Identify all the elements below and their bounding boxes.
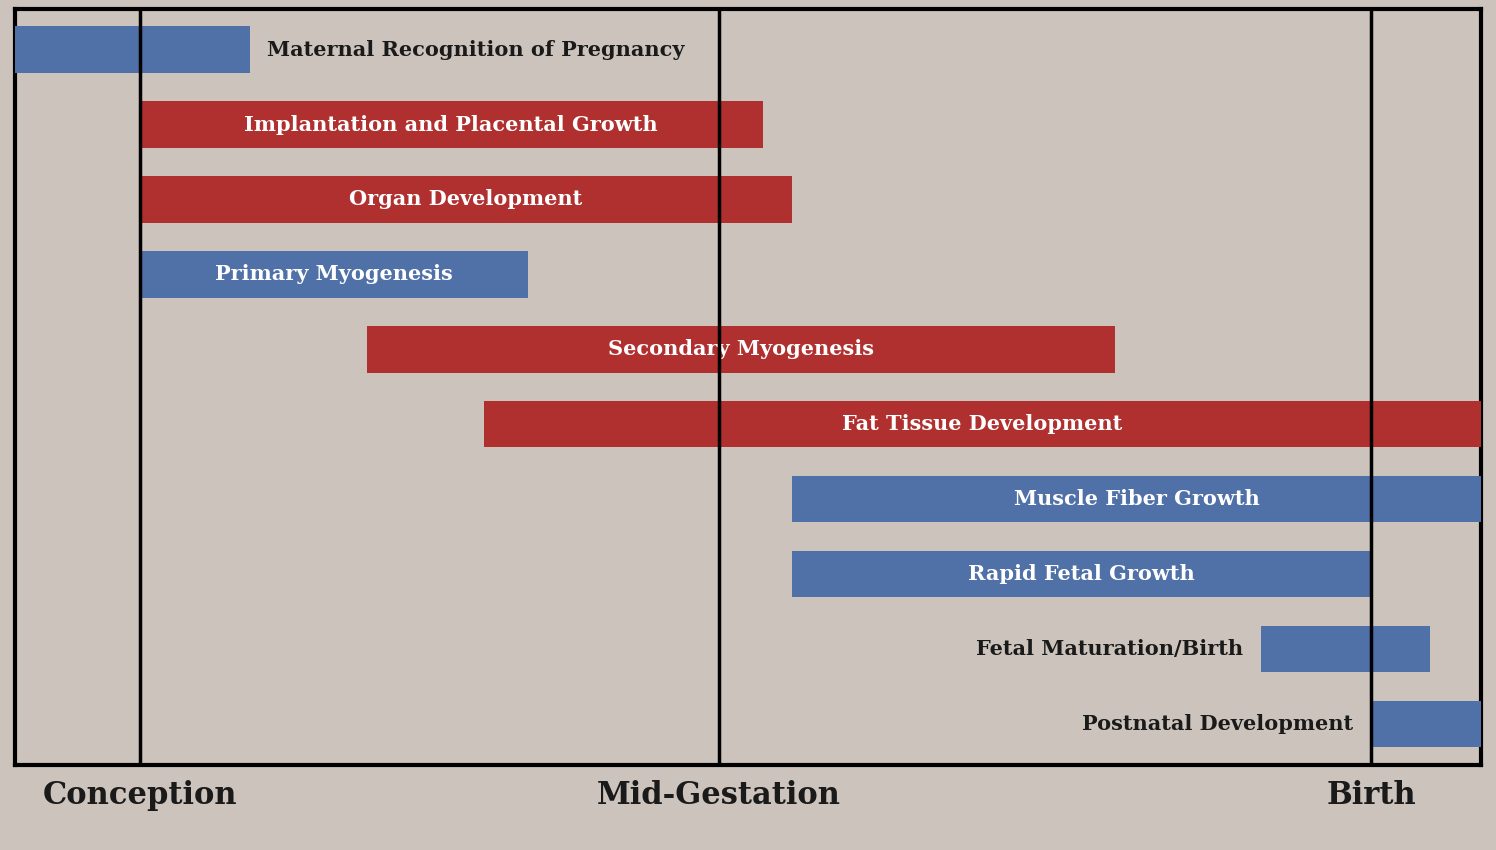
Text: Implantation and Placental Growth: Implantation and Placental Growth — [244, 115, 658, 134]
Bar — [15, 26, 250, 73]
Bar — [791, 476, 1481, 522]
Bar — [485, 401, 1481, 447]
Text: Maternal Recognition of Pregnancy: Maternal Recognition of Pregnancy — [268, 40, 685, 60]
Bar — [367, 326, 1115, 372]
Bar — [139, 252, 528, 298]
Text: Fat Tissue Development: Fat Tissue Development — [842, 414, 1122, 434]
Text: Birth: Birth — [1327, 780, 1415, 811]
Bar — [791, 551, 1370, 598]
Text: Conception: Conception — [42, 780, 236, 811]
Text: Primary Myogenesis: Primary Myogenesis — [215, 264, 453, 285]
Text: Postnatal Development: Postnatal Development — [1083, 714, 1354, 734]
Bar — [139, 101, 763, 148]
Bar — [1261, 626, 1430, 672]
Text: Secondary Myogenesis: Secondary Myogenesis — [607, 339, 874, 360]
Text: Mid-Gestation: Mid-Gestation — [597, 780, 841, 811]
Text: Rapid Fetal Growth: Rapid Fetal Growth — [968, 564, 1195, 584]
Bar — [139, 176, 791, 223]
Text: Muscle Fiber Growth: Muscle Fiber Growth — [1014, 489, 1260, 509]
Bar — [1370, 700, 1481, 747]
Text: Organ Development: Organ Development — [349, 190, 582, 209]
Text: Fetal Maturation/Birth: Fetal Maturation/Birth — [977, 639, 1243, 659]
